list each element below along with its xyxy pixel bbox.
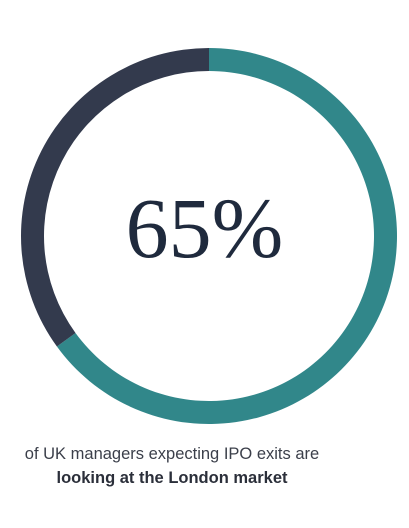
donut-chart: 65% — [21, 48, 397, 425]
center-percentage: 65% — [125, 180, 284, 276]
caption-line-1: of UK managers expecting IPO exits are — [24, 445, 320, 463]
chart-caption: of UK managers expecting IPO exits are l… — [0, 442, 344, 490]
caption-line-2: looking at the London market — [56, 469, 288, 487]
donut-slice-1 — [21, 48, 209, 347]
donut-chart-svg — [21, 48, 397, 425]
